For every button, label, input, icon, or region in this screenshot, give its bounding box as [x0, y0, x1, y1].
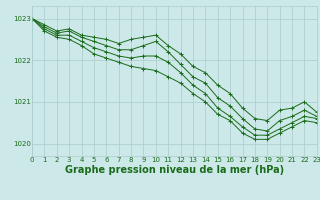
X-axis label: Graphe pression niveau de la mer (hPa): Graphe pression niveau de la mer (hPa)	[65, 165, 284, 175]
